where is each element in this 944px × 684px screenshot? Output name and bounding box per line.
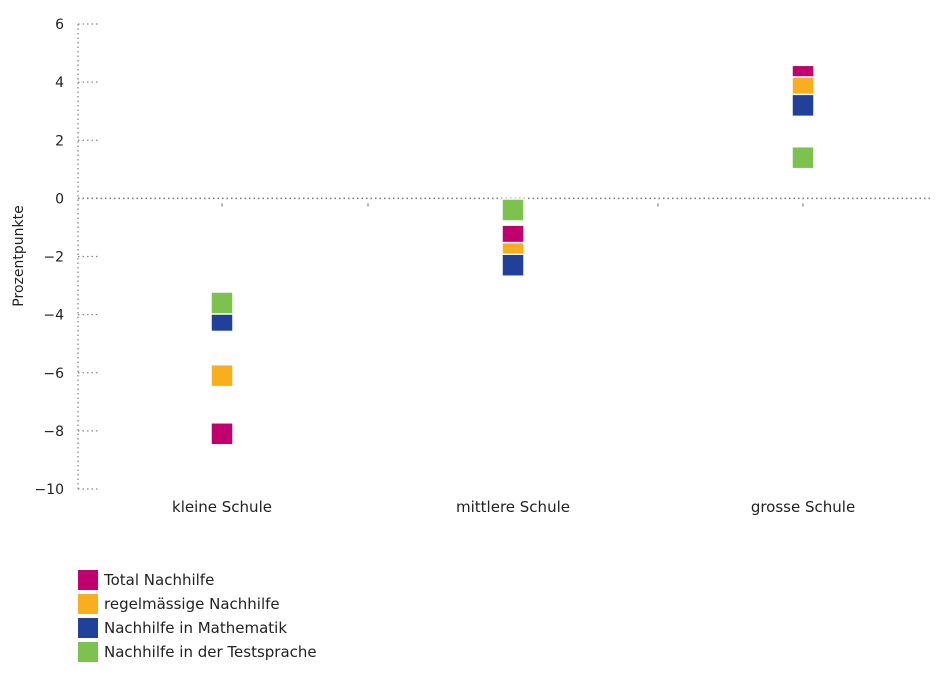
y-tick-label: 6 xyxy=(55,17,64,33)
category-labels: kleine Schule mittlere Schule grosse Schul… xyxy=(172,498,855,516)
category-label: kleine Schule xyxy=(172,498,272,516)
legend-label: Nachhilfe in der Testsprache xyxy=(104,643,317,661)
legend-item: Total Nachhilfe xyxy=(78,568,317,592)
y-tick-label: 0 xyxy=(55,191,64,207)
category-label: grosse Schule xyxy=(751,498,855,516)
chart: 6 4 2 0 −2 −4 −6 −8 −10 kleine Schule mittlere Sc… xyxy=(11,17,930,516)
y-tick-label: −4 xyxy=(43,308,64,324)
y-tick-label: 4 xyxy=(55,75,64,91)
legend-label: Nachhilfe in Mathematik xyxy=(104,619,288,637)
y-tick-label: −10 xyxy=(34,482,64,498)
legend-item: regelmässige Nachhilfe xyxy=(78,592,317,616)
y-axis: 6 4 2 0 −2 −4 −6 −8 −10 xyxy=(34,17,98,498)
legend-label: regelmässige Nachhilfe xyxy=(104,595,280,613)
y-axis-title: Prozentpunkte xyxy=(11,205,27,306)
legend-swatch xyxy=(78,642,98,662)
y-tick-label: −8 xyxy=(43,424,64,440)
y-tick-label: 2 xyxy=(55,133,64,149)
data-points xyxy=(210,64,815,446)
data-point xyxy=(501,253,525,277)
data-point xyxy=(791,145,815,170)
y-tick-label: −6 xyxy=(43,366,64,382)
data-point xyxy=(501,198,525,222)
category-label: mittlere Schule xyxy=(456,498,570,516)
legend-item: Nachhilfe in Mathematik xyxy=(78,616,317,640)
legend-item: Nachhilfe in der Testsprache xyxy=(78,640,317,664)
legend-swatch xyxy=(78,618,98,638)
legend-swatch xyxy=(78,570,98,590)
legend: Total Nachhilfe regelmässige Nachhilfe Nac… xyxy=(78,568,317,664)
legend-label: Total Nachhilfe xyxy=(104,571,215,589)
data-point xyxy=(210,291,234,315)
legend-swatch xyxy=(78,594,98,614)
data-point xyxy=(210,422,234,446)
y-tick-label: −2 xyxy=(43,250,64,266)
data-point xyxy=(791,93,815,118)
data-point xyxy=(210,363,234,388)
